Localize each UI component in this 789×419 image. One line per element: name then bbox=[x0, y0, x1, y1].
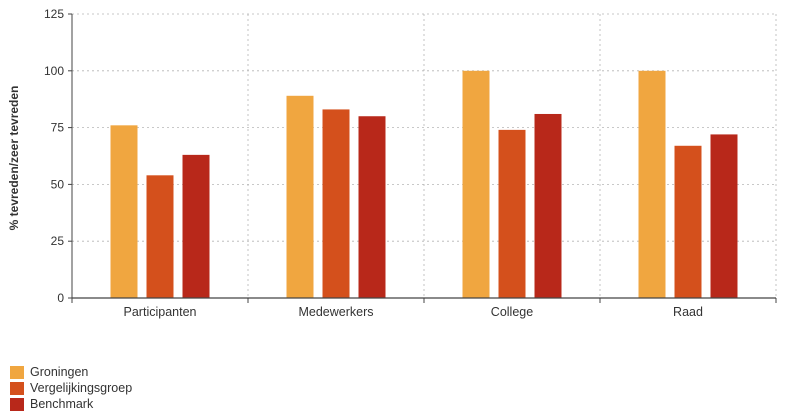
legend-swatch-vergelijkingsgroep bbox=[10, 381, 24, 395]
legend-swatch-groningen bbox=[10, 365, 24, 379]
bar-benchmark-raad bbox=[710, 134, 738, 298]
bar-vergelijkingsgroep-raad bbox=[674, 145, 702, 298]
legend-item: Vergelijkingsgroep bbox=[10, 380, 132, 396]
category-label: Participanten bbox=[124, 305, 197, 319]
y-axis-ticks: 0 25 50 75 100 125 bbox=[44, 7, 73, 305]
legend-item: Groningen bbox=[10, 364, 132, 380]
legend-label-groningen: Groningen bbox=[30, 365, 89, 379]
bar-chart: 0 25 50 75 100 125 Participanten Medewerkers Co… bbox=[7, 7, 777, 319]
legend: Groningen Vergelijkingsgroep Benchmark bbox=[10, 364, 132, 412]
y-tick-label: 100 bbox=[44, 64, 64, 78]
y-tick-label: 75 bbox=[51, 121, 65, 135]
legend-label-benchmark: Benchmark bbox=[30, 397, 94, 411]
bar-benchmark-medewerkers bbox=[358, 116, 386, 299]
bar-groningen-participanten bbox=[110, 125, 138, 298]
bar-vergelijkingsgroep-college bbox=[498, 129, 526, 298]
legend-item: Benchmark bbox=[10, 396, 132, 412]
y-tick-label: 50 bbox=[51, 177, 65, 191]
bar-vergelijkingsgroep-participanten bbox=[146, 175, 174, 298]
bar-benchmark-participanten bbox=[182, 154, 210, 298]
bar-benchmark-college bbox=[534, 113, 562, 298]
legend-label-vergelijkingsgroep: Vergelijkingsgroep bbox=[30, 381, 133, 395]
y-tick-label: 125 bbox=[44, 7, 64, 21]
x-axis-categories: Participanten Medewerkers College Raad bbox=[124, 305, 703, 319]
y-tick-label: 25 bbox=[51, 234, 65, 248]
bar-groningen-college bbox=[462, 70, 490, 298]
bar-groningen-medewerkers bbox=[286, 95, 314, 299]
bar-groningen-raad bbox=[638, 70, 666, 298]
gridlines bbox=[71, 13, 777, 298]
y-tick-label: 0 bbox=[57, 291, 64, 305]
y-axis-label: % tevreden/zeer tevreden bbox=[7, 86, 21, 231]
x-axis bbox=[71, 297, 777, 303]
bars bbox=[110, 70, 738, 299]
legend-swatch-benchmark bbox=[10, 397, 24, 411]
category-label: Medewerkers bbox=[298, 305, 373, 319]
bar-vergelijkingsgroep-medewerkers bbox=[322, 109, 350, 298]
category-label: Raad bbox=[673, 305, 703, 319]
category-label: College bbox=[491, 305, 533, 319]
